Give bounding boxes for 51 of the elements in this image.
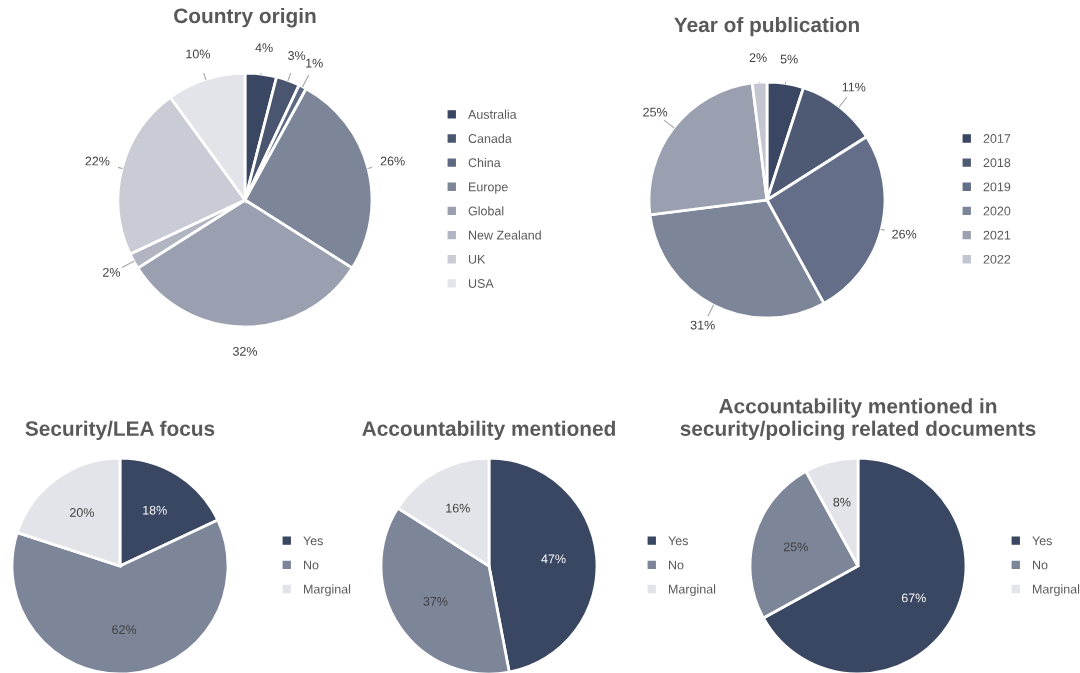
data-label: 2% bbox=[103, 267, 121, 277]
data-label: 25% bbox=[643, 107, 668, 117]
legend-label: Yes bbox=[303, 536, 323, 546]
legend-label: China bbox=[468, 157, 501, 168]
legend-label: 2022 bbox=[983, 254, 1011, 264]
legend-label: Yes bbox=[1032, 536, 1052, 546]
data-label: 11% bbox=[842, 82, 866, 92]
data-label: 2% bbox=[749, 53, 767, 62]
data-label: 1% bbox=[306, 58, 323, 68]
legend-label: 2020 bbox=[983, 206, 1011, 216]
chart-title: Accountability mentioned bbox=[362, 420, 615, 441]
data-label: 47% bbox=[541, 554, 566, 564]
chart-title: Security/LEA focus bbox=[25, 420, 215, 441]
data-label: 18% bbox=[143, 505, 167, 515]
data-label: 8% bbox=[833, 497, 851, 507]
data-label: 22% bbox=[85, 156, 110, 166]
data-label: 10% bbox=[186, 49, 210, 59]
chart-title: Country origin bbox=[174, 7, 316, 28]
legend-label: New Zealand bbox=[469, 230, 541, 240]
data-label: 16% bbox=[446, 503, 470, 513]
chart-title: Accountability mentioned in security/policing related documents bbox=[680, 398, 1036, 441]
legend-label: 2021 bbox=[983, 230, 1011, 240]
chart-title: Year of publication bbox=[674, 16, 859, 37]
legend-label: Global bbox=[468, 206, 504, 216]
legend-label: No bbox=[669, 560, 684, 570]
data-label: 4% bbox=[255, 43, 273, 53]
legend-label: 2019 bbox=[983, 182, 1011, 192]
legend-label: Marginal bbox=[1033, 584, 1080, 596]
legend-label: UK bbox=[468, 255, 486, 264]
legend-label: Marginal bbox=[304, 584, 351, 596]
data-label: 3% bbox=[288, 51, 306, 60]
data-label: 20% bbox=[70, 508, 94, 517]
data-label: 62% bbox=[112, 625, 137, 635]
legend-label: No bbox=[304, 560, 319, 570]
data-label: 37% bbox=[423, 596, 448, 606]
legend-label: Canada bbox=[468, 133, 512, 143]
data-label: 26% bbox=[380, 156, 405, 166]
data-label: 31% bbox=[690, 320, 715, 330]
legend-label: 2017 bbox=[983, 134, 1011, 143]
data-label: 26% bbox=[892, 229, 917, 239]
legend-label: Yes bbox=[668, 536, 688, 546]
data-label: 32% bbox=[232, 346, 258, 356]
legend-label: 2018 bbox=[983, 158, 1011, 168]
data-label: 5% bbox=[780, 54, 798, 64]
legend-label: Australia bbox=[468, 109, 517, 119]
legend-label: No bbox=[1033, 560, 1048, 570]
data-label: 25% bbox=[783, 542, 808, 552]
legend-label: Europe bbox=[469, 182, 508, 194]
legend-label: Marginal bbox=[669, 584, 716, 596]
legend-label: USA bbox=[468, 279, 494, 288]
data-label: 67% bbox=[901, 593, 926, 603]
